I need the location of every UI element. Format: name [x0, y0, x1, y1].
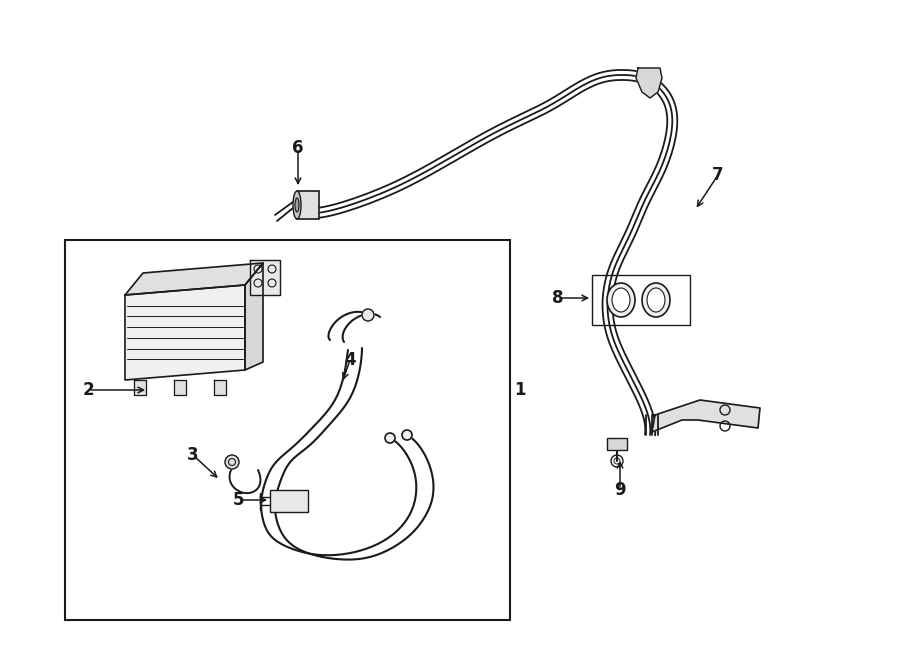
Ellipse shape — [612, 288, 630, 312]
Text: 7: 7 — [712, 166, 724, 184]
Polygon shape — [245, 263, 263, 370]
Bar — [607, 438, 627, 450]
Polygon shape — [125, 285, 245, 380]
Bar — [65, 240, 510, 620]
Text: 8: 8 — [553, 289, 563, 307]
Circle shape — [402, 430, 412, 440]
Text: 6: 6 — [292, 139, 304, 157]
Text: 1: 1 — [514, 381, 526, 399]
Ellipse shape — [607, 283, 635, 317]
Ellipse shape — [642, 283, 670, 317]
Circle shape — [385, 433, 395, 443]
Ellipse shape — [647, 288, 665, 312]
Bar — [270, 490, 308, 512]
Bar — [297, 191, 319, 219]
Ellipse shape — [295, 198, 299, 212]
Text: 4: 4 — [344, 351, 356, 369]
Polygon shape — [636, 68, 662, 98]
Text: 2: 2 — [82, 381, 94, 399]
Ellipse shape — [293, 191, 301, 219]
Polygon shape — [125, 263, 263, 295]
Circle shape — [362, 309, 374, 321]
Bar — [592, 275, 690, 325]
Text: 3: 3 — [187, 446, 199, 464]
Text: 5: 5 — [232, 491, 244, 509]
Circle shape — [225, 455, 239, 469]
Polygon shape — [250, 260, 280, 295]
Polygon shape — [652, 400, 760, 432]
Polygon shape — [134, 380, 146, 395]
Polygon shape — [214, 380, 226, 395]
Polygon shape — [174, 380, 186, 395]
Text: 9: 9 — [614, 481, 626, 499]
